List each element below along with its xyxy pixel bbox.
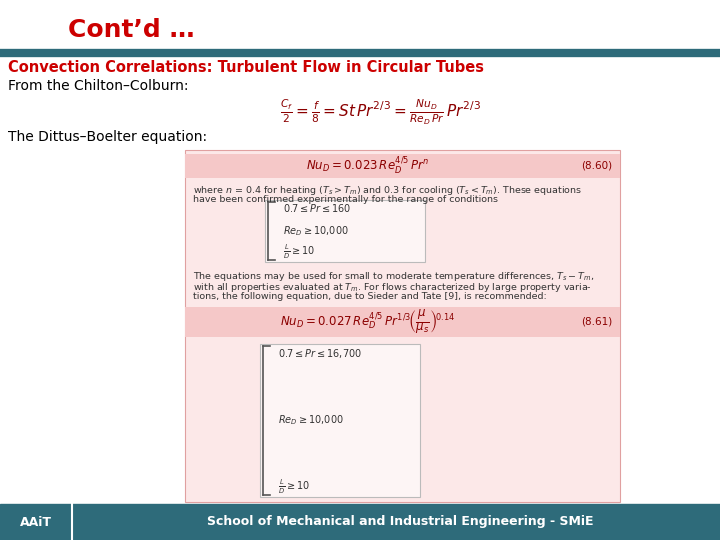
- Bar: [185, 150, 620, 502]
- Text: The equations may be used for small to moderate temperature differences, $T_s - : The equations may be used for small to m…: [193, 270, 594, 283]
- Text: $0.7 \leq Pr \leq 16{,}700$: $0.7 \leq Pr \leq 16{,}700$: [278, 348, 362, 361]
- Text: have been confirmed experimentally for the range of conditions: have been confirmed experimentally for t…: [193, 195, 498, 204]
- Text: $\frac{L}{D} \geq 10$: $\frac{L}{D} \geq 10$: [283, 243, 315, 261]
- Text: (8.60): (8.60): [581, 161, 612, 171]
- Text: The Dittus–Boelter equation:: The Dittus–Boelter equation:: [8, 130, 207, 144]
- Text: School of Mechanical and Industrial Engineering - SMiE: School of Mechanical and Industrial Engi…: [207, 516, 593, 529]
- Text: where $n$ = 0.4 for heating ($T_s > T_m$) and 0.3 for cooling ($T_s < T_m$). The: where $n$ = 0.4 for heating ($T_s > T_m$…: [193, 184, 582, 197]
- Bar: [185, 154, 620, 178]
- Bar: [185, 307, 620, 337]
- Text: $Re_D \geq 10{,}000$: $Re_D \geq 10{,}000$: [283, 224, 348, 238]
- Bar: [0, 504, 720, 540]
- Bar: [260, 344, 420, 497]
- Text: tions, the following equation, due to Sieder and Tate [9], is recommended:: tions, the following equation, due to Si…: [193, 292, 546, 301]
- Text: Convection Correlations: Turbulent Flow in Circular Tubes: Convection Correlations: Turbulent Flow …: [8, 60, 484, 76]
- Text: $\frac{L}{D} \geq 10$: $\frac{L}{D} \geq 10$: [278, 478, 310, 496]
- Text: Cont’d …: Cont’d …: [68, 18, 194, 42]
- Text: with all properties evaluated at $T_m$. For flows characterized by large propert: with all properties evaluated at $T_m$. …: [193, 281, 592, 294]
- Text: $0.7 \leq Pr \leq 160$: $0.7 \leq Pr \leq 160$: [283, 202, 351, 214]
- Text: $Re_D \geq 10{,}000$: $Re_D \geq 10{,}000$: [278, 414, 343, 427]
- Text: $\frac{C_f}{2} = \frac{f}{8} = St\,Pr^{2/3} = \frac{Nu_D}{Re_D\,Pr}\,Pr^{2/3}$: $\frac{C_f}{2} = \frac{f}{8} = St\,Pr^{2…: [279, 97, 480, 127]
- Text: $Nu_D = 0.023\,Re_D^{4/5}\,Pr^n$: $Nu_D = 0.023\,Re_D^{4/5}\,Pr^n$: [306, 156, 430, 177]
- Text: From the Chilton–Colburn:: From the Chilton–Colburn:: [8, 79, 189, 93]
- Bar: [265, 200, 425, 262]
- Text: (8.61): (8.61): [581, 317, 612, 327]
- Text: AAiT: AAiT: [20, 516, 52, 529]
- Text: $Nu_D = 0.027\,Re_D^{4/5}\,Pr^{1/3}\!\left(\dfrac{\mu}{\mu_s}\right)^{\!0.14}$: $Nu_D = 0.027\,Re_D^{4/5}\,Pr^{1/3}\!\le…: [280, 308, 455, 336]
